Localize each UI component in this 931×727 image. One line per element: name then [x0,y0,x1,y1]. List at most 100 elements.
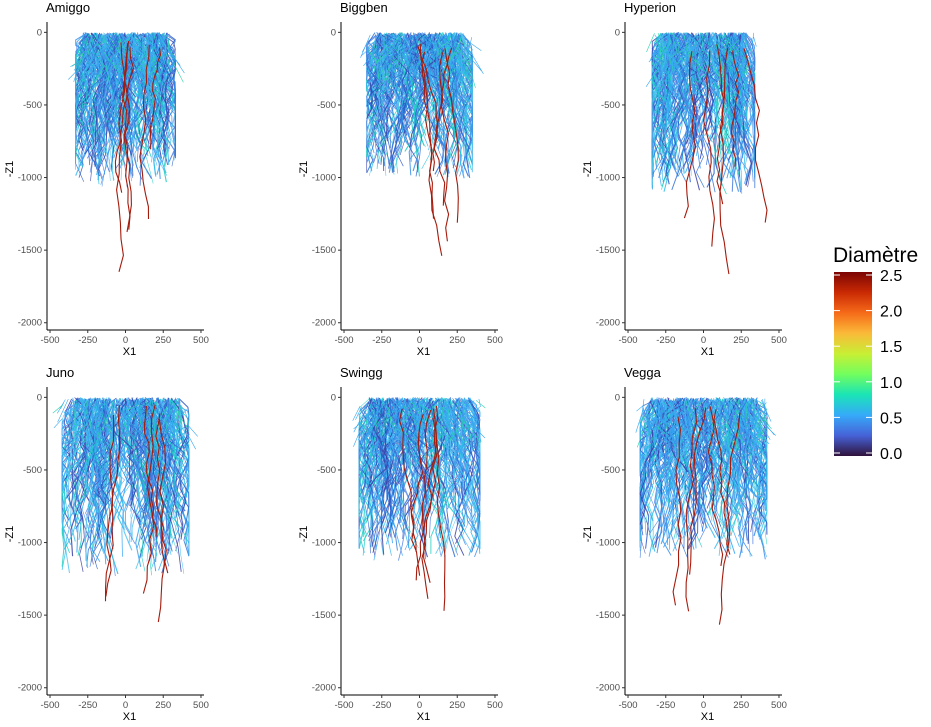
lateral-root [693,66,697,81]
lateral-root [430,50,435,58]
lateral-root [413,415,416,426]
lateral-root [360,49,369,57]
fine-root [645,400,662,502]
lateral-root [173,61,177,70]
facet-title: Vegga [624,365,662,380]
lateral-root [134,43,141,64]
lateral-root [455,402,467,426]
x-tick-label: -500 [41,335,60,346]
fine-root [428,35,444,136]
lateral-root [671,61,678,75]
lateral-root [376,52,390,64]
fine-root [695,34,707,104]
lateral-root [417,47,426,58]
lateral-root [116,428,128,447]
lateral-root [72,402,76,424]
lateral-root [122,42,135,55]
fine-root [716,397,755,439]
lateral-root [92,65,106,85]
fine-root [712,35,727,195]
lateral-root [756,417,766,427]
facet-title: Swingg [340,365,383,380]
lateral-root [414,397,423,406]
lateral-root [86,40,91,60]
lateral-root [103,416,113,435]
lateral-root [430,401,437,416]
lateral-root [390,399,398,417]
lateral-root [452,416,463,428]
lateral-root [105,432,120,449]
tap-root [719,47,730,275]
lateral-root [469,42,482,52]
x-tick-label: -250 [656,700,675,711]
lateral-root [688,40,695,54]
lateral-root [728,423,736,431]
fine-root [388,33,414,138]
fine-root [78,33,108,85]
fine-root [113,36,135,98]
tap-root [432,417,446,611]
x-tick-label: 500 [487,700,503,711]
lateral-root [376,410,391,428]
legend-ticks: 2.5 2.0 1.5 1.0 0.5 0.0 [834,268,902,463]
lateral-root [358,423,365,441]
lateral-root [739,53,747,64]
fine-root [369,36,392,101]
facet-panel-hyperion: Hyperion -500 -250 0 250 500 0 -500 -1000 -1500 -2… [582,0,787,358]
lateral-root [432,56,435,69]
legend-tick-label: 1.5 [880,339,902,356]
x-tick-label: 500 [771,335,787,346]
lateral-root [173,419,176,438]
lateral-root [164,58,174,66]
tap-root [114,47,135,193]
fine-root [656,32,677,125]
lateral-root [695,59,702,70]
lateral-root [96,427,110,448]
fine-root [380,399,403,472]
tap-root [155,413,169,574]
lateral-root [63,411,75,419]
lateral-root [722,398,725,409]
lateral-root [690,44,695,62]
lateral-root [734,416,740,440]
lateral-root [416,431,426,439]
lateral-root [685,398,692,420]
lateral-root [143,41,157,56]
lateral-root [757,427,766,443]
tap-root [731,50,740,167]
fine-root [432,401,455,455]
tap-root [683,51,697,219]
lateral-root [68,66,81,80]
lateral-root [404,407,415,416]
y-tick-label: -1500 [312,610,336,621]
lateral-root [94,49,100,71]
lateral-root [456,66,464,85]
lateral-root [175,405,182,419]
lateral-root [114,62,116,80]
lateral-root [714,50,718,62]
lateral-root [157,67,164,79]
lateral-root [367,64,378,87]
lateral-root [649,416,651,433]
lateral-root [646,33,655,53]
lateral-root [463,420,478,435]
lateral-root [739,423,750,434]
facet-panel-swingg: Swingg -500 -250 0 250 500 0 -500 -1000 -1500 -200… [298,365,503,723]
x-tick-label: 250 [449,335,465,346]
lateral-root [659,58,663,76]
lateral-root [162,410,174,428]
fine-root [417,34,435,152]
lateral-root [96,63,102,77]
fine-root [429,35,446,93]
fine-root [82,32,98,147]
tap-root [143,405,158,537]
lateral-root [353,431,360,447]
lateral-root [84,428,98,442]
lateral-root [158,33,166,42]
y-tick-label: 0 [37,27,42,38]
lateral-root [438,410,450,424]
lateral-root [53,418,63,429]
root-system [52,397,198,623]
fine-root [393,33,402,169]
lateral-root [724,34,736,43]
